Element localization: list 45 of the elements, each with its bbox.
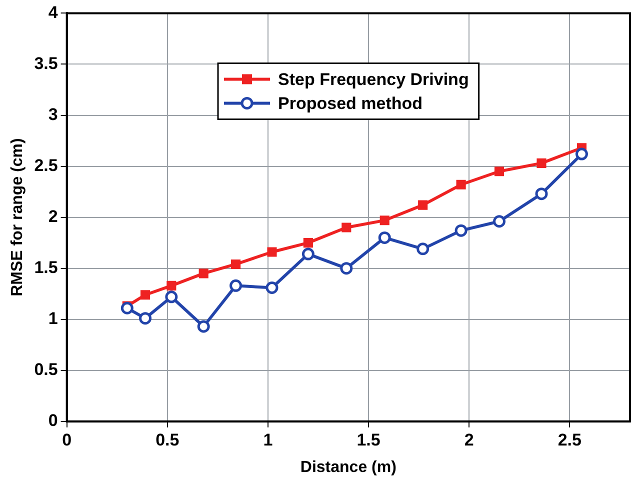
point (454, 224, 468, 237)
x-axis-title: Distance (m) (300, 458, 396, 476)
point (340, 262, 353, 275)
x-tick-label: 2 (464, 430, 474, 450)
y-tick-label: 2 (48, 206, 58, 226)
y-tick-label: 1 (48, 309, 58, 328)
point (166, 280, 176, 290)
point (494, 166, 504, 176)
x-tick-label: 2.5 (558, 430, 582, 450)
y-axis-title: RMSE for range (cm) (9, 138, 26, 296)
y-tick-label: 3.5 (34, 54, 58, 73)
point (139, 312, 152, 325)
point (302, 248, 314, 260)
point (266, 281, 278, 294)
point (198, 268, 208, 278)
point (230, 279, 242, 292)
x-tick-label: 0 (62, 430, 72, 450)
point (575, 148, 588, 160)
point (535, 188, 548, 200)
point (165, 290, 178, 304)
point (456, 180, 466, 190)
point (267, 247, 277, 257)
point (418, 200, 428, 210)
point (342, 222, 352, 232)
x-tick-label: 1 (263, 430, 273, 450)
y-tick-label: 2.5 (34, 156, 58, 175)
point (120, 302, 134, 314)
y-tick-label: 4 (48, 2, 58, 22)
point (140, 290, 150, 300)
point (378, 231, 391, 244)
legend-label: Proposed method (278, 94, 423, 113)
point (380, 216, 390, 226)
x-tick-label: 1.5 (356, 430, 380, 450)
point (197, 320, 210, 333)
point (303, 238, 313, 248)
x-tick-label: 0.5 (156, 430, 180, 450)
y-tick-label: 3 (48, 104, 58, 124)
y-tick-label: 0 (48, 411, 58, 430)
y-tick-label: 0.5 (34, 360, 58, 380)
y-tick-label: 1.5 (34, 258, 58, 278)
point (493, 215, 506, 228)
point (416, 242, 430, 256)
legend-label: Step Frequency Driving (278, 70, 469, 89)
point (536, 158, 546, 168)
point (230, 259, 241, 270)
